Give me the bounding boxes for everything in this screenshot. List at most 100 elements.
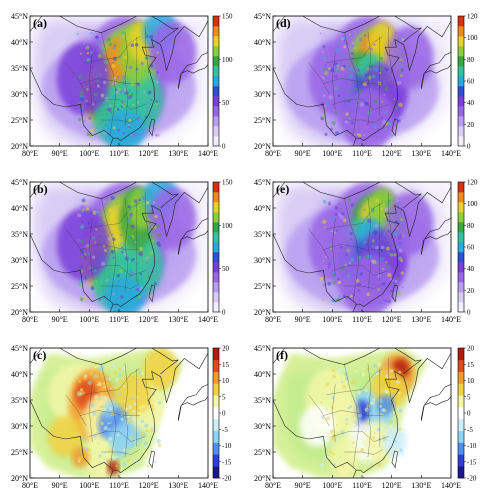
field-speckle bbox=[379, 215, 382, 219]
field-speckle bbox=[320, 394, 323, 397]
field-speckle bbox=[146, 464, 150, 468]
field-speckle bbox=[349, 405, 353, 409]
colorbar-tick-label: 0 bbox=[467, 143, 471, 151]
field-speckle bbox=[137, 411, 141, 416]
field-speckle bbox=[381, 408, 386, 412]
field-speckle bbox=[322, 56, 326, 60]
field-speckle bbox=[337, 94, 341, 98]
colorbar-tick-label: 5 bbox=[222, 393, 226, 401]
x-tick-label: 130°E bbox=[411, 149, 431, 158]
field-speckle bbox=[368, 52, 370, 55]
x-tick-label: 120°E bbox=[382, 149, 402, 158]
field-speckle bbox=[374, 67, 379, 72]
field-speckle bbox=[111, 94, 117, 99]
map-panel: (e) 45°N 40°N 35°N 30°N 25°N 20°N80°E 90°E 100°E… bbox=[254, 178, 478, 324]
colorbar-step bbox=[213, 26, 219, 37]
field-speckle bbox=[395, 198, 399, 203]
y-tick-label: 45°N bbox=[11, 344, 28, 353]
field-speckle bbox=[110, 111, 112, 114]
field-speckle bbox=[94, 394, 99, 399]
field-speckle bbox=[362, 392, 366, 395]
field-speckle bbox=[79, 91, 84, 95]
field-speckle bbox=[393, 231, 398, 237]
field-speckle bbox=[130, 224, 136, 229]
field-speckle bbox=[400, 450, 404, 455]
field-speckle bbox=[347, 460, 351, 464]
field-speckle bbox=[356, 387, 359, 390]
field-speckle bbox=[382, 435, 386, 439]
x-tick-label: 100°E bbox=[79, 481, 99, 490]
field-speckle bbox=[114, 33, 117, 37]
field-speckle bbox=[120, 234, 123, 237]
field-speckle bbox=[321, 86, 324, 90]
field-speckle bbox=[321, 75, 326, 80]
field-speckle bbox=[83, 444, 86, 447]
field-speckle bbox=[343, 100, 346, 104]
y-tick-label: 25°N bbox=[254, 282, 271, 291]
field-speckle bbox=[122, 131, 125, 135]
field-speckle bbox=[136, 381, 138, 384]
field-speckle bbox=[357, 289, 361, 292]
field-speckle bbox=[93, 92, 98, 97]
field-speckle bbox=[344, 119, 349, 124]
field-speckle bbox=[353, 68, 358, 73]
coastlines bbox=[273, 182, 451, 312]
field-speckle bbox=[344, 110, 347, 113]
field-speckle bbox=[90, 31, 93, 35]
field-speckle bbox=[322, 94, 326, 98]
colorbar-tick-label: 100 bbox=[222, 56, 233, 64]
field-blob bbox=[104, 275, 146, 312]
field-speckle bbox=[108, 42, 113, 47]
field-speckle bbox=[371, 209, 375, 213]
field-speckle bbox=[128, 118, 132, 122]
y-tick-label: 45°N bbox=[11, 12, 28, 21]
colorbar-step bbox=[213, 106, 219, 117]
field-speckle bbox=[107, 125, 111, 128]
field-speckle bbox=[364, 99, 367, 102]
field-speckle bbox=[130, 126, 134, 129]
field-speckle bbox=[341, 375, 344, 378]
x-tick-label: 80°E bbox=[265, 481, 281, 490]
field-speckle bbox=[115, 377, 119, 381]
field-speckle bbox=[118, 393, 122, 396]
field-speckle bbox=[394, 31, 398, 35]
province-boundaries bbox=[65, 192, 149, 302]
field-speckle bbox=[121, 219, 124, 223]
field-speckle bbox=[140, 431, 145, 437]
field-speckle bbox=[86, 51, 90, 55]
field-speckle bbox=[135, 259, 138, 261]
field-speckle bbox=[108, 377, 112, 381]
field-speckle bbox=[363, 134, 366, 137]
field-speckle bbox=[80, 239, 84, 244]
map-panel: (b) 45°N 40°N 35°N 30°N 25°N 20°N80°E 90°E 100°E… bbox=[11, 178, 233, 324]
coastlines bbox=[273, 348, 451, 478]
field-speckle bbox=[374, 261, 378, 265]
y-tick-label: 40°N bbox=[11, 38, 28, 47]
x-tick-label: 130°E bbox=[411, 481, 431, 490]
field-speckle bbox=[156, 70, 159, 74]
field-speckle bbox=[121, 435, 123, 437]
field-speckle bbox=[356, 282, 362, 287]
field-speckle bbox=[350, 257, 355, 262]
field-speckle bbox=[117, 280, 121, 283]
field-speckle bbox=[145, 262, 149, 265]
field-speckle bbox=[388, 412, 393, 417]
colorbar-step bbox=[458, 282, 464, 293]
field-speckle bbox=[100, 93, 105, 98]
field-speckle bbox=[116, 277, 119, 280]
field-speckle bbox=[333, 463, 336, 466]
colorbar-step bbox=[458, 56, 464, 67]
field-speckle bbox=[110, 421, 113, 424]
field-speckle bbox=[102, 289, 105, 292]
field-speckle bbox=[138, 405, 144, 410]
y-tick-label: 35°N bbox=[254, 64, 271, 73]
field-speckle bbox=[335, 298, 338, 301]
field-speckle bbox=[328, 432, 331, 435]
colorbar-step bbox=[458, 212, 464, 223]
field-speckle bbox=[385, 241, 388, 244]
field-speckle bbox=[394, 440, 397, 443]
colorbar-tick-label: 50 bbox=[222, 99, 230, 107]
y-tick-label: 40°N bbox=[254, 370, 271, 379]
field-speckle bbox=[97, 442, 100, 445]
field-speckle bbox=[129, 214, 133, 219]
